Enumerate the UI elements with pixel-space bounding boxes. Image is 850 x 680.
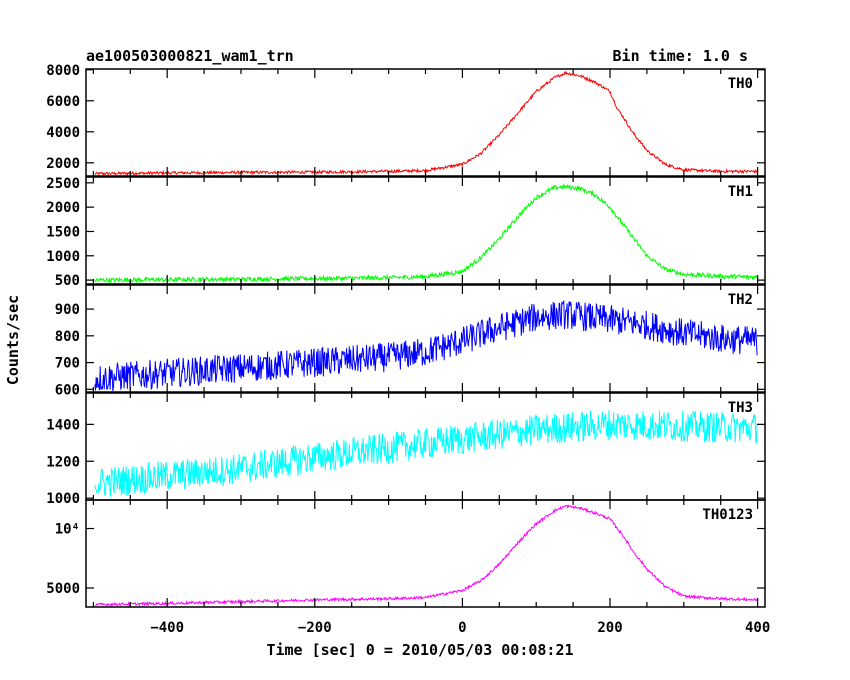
- panel-frame: [85, 499, 766, 608]
- y-tick-label: 1000: [46, 491, 80, 507]
- x-tick-labels: −400 −200 0 200 400: [150, 620, 770, 636]
- y-tick-label: 4000: [46, 125, 80, 141]
- panel-th3: 1000 1200 1400 TH3: [46, 392, 766, 507]
- panel-th2: 600 700 800 900 TH2: [55, 284, 766, 398]
- x-axis-label: Time [sec] 0 = 2010/05/03 00:08:21: [266, 641, 573, 659]
- y-tick-label: 900: [55, 302, 80, 318]
- series-th1: [94, 183, 758, 284]
- series-label-th2: TH2: [728, 292, 753, 308]
- x-tick-label: 200: [597, 620, 622, 636]
- y-tick-label: 800: [55, 329, 80, 345]
- y-axis-label: Counts/sec: [4, 295, 22, 385]
- y-tick-label: 10⁴: [55, 522, 80, 538]
- panels-group: 2000 4000 6000 8000 TH0 500 1000 1500 2000 2500 TH…: [46, 63, 766, 608]
- x-tick-label: 0: [458, 620, 466, 636]
- bin-time-label: Bin time: 1.0 s: [613, 47, 748, 65]
- y-tick-label: 1000: [46, 249, 80, 265]
- x-tick-label: 400: [745, 620, 770, 636]
- panel-th0123: 5000 10⁴ TH0123: [46, 499, 766, 608]
- y-tick-label: 2000: [46, 200, 80, 216]
- y-tick-label: 600: [55, 382, 80, 398]
- x-tick-label: −200: [298, 620, 332, 636]
- y-tick-label: 1400: [46, 417, 80, 433]
- y-tick-label: 500: [55, 273, 80, 289]
- panel-th1: 500 1000 1500 2000 2500 TH1: [46, 176, 766, 289]
- y-tick-label: 2500: [46, 176, 80, 192]
- y-tick-label: 2000: [46, 156, 80, 172]
- series-th3: [94, 410, 758, 497]
- series-label-th1: TH1: [728, 184, 753, 200]
- panel-frame: [85, 68, 766, 177]
- y-tick-label: 700: [55, 356, 80, 372]
- chart-title: ae100503000821_wam1_trn: [86, 47, 294, 65]
- y-tick-label: 1200: [46, 454, 80, 470]
- series-th0: [94, 70, 758, 176]
- series-label-th0: TH0: [728, 76, 753, 92]
- panel-th0: 2000 4000 6000 8000 TH0: [46, 63, 766, 177]
- y-tick-label: 5000: [46, 581, 80, 597]
- x-tick-label: −400: [150, 620, 184, 636]
- series-label-th3: TH3: [728, 400, 753, 416]
- series-th0123: [94, 504, 758, 607]
- y-tick-label: 8000: [46, 63, 80, 79]
- y-tick-label: 1500: [46, 224, 80, 240]
- y-tick-label: 6000: [46, 94, 80, 110]
- series-label-th0123: TH0123: [702, 507, 753, 523]
- series-th2: [94, 300, 758, 391]
